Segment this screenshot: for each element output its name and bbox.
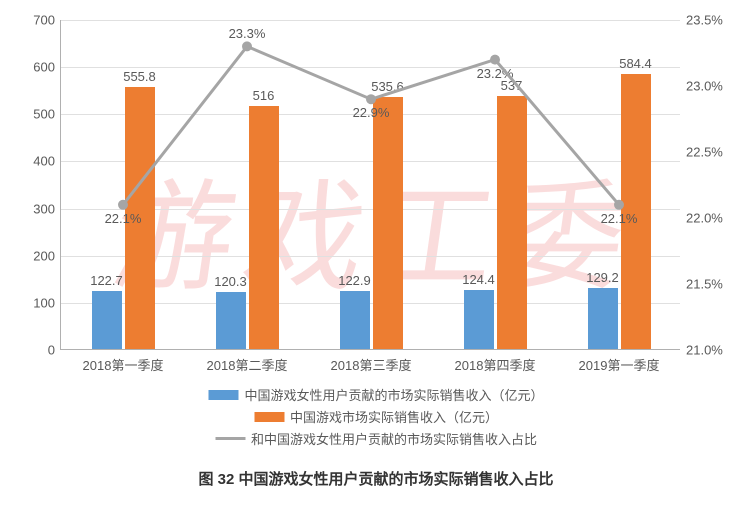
plot-area: 010020030040050060070021.0%21.5%22.0%22.…: [60, 20, 680, 350]
line-marker: [366, 94, 376, 104]
chart-container: 游戏工委 010020030040050060070021.0%21.5%22.…: [0, 0, 752, 505]
y1-tick: 600: [33, 60, 61, 75]
line-marker: [614, 200, 624, 210]
y2-tick: 23.0%: [680, 79, 723, 94]
legend-item: 中国游戏女性用户贡献的市场实际销售收入（亿元）: [208, 385, 543, 404]
x-tick: 2018第四季度: [455, 349, 536, 374]
legend-item: 中国游戏市场实际销售收入（亿元）: [208, 407, 543, 426]
x-tick: 2018第一季度: [83, 349, 164, 374]
legend-line-icon: [215, 437, 245, 440]
y2-tick: 21.0%: [680, 343, 723, 358]
line-marker: [242, 41, 252, 51]
legend-swatch-icon: [254, 412, 284, 422]
y1-tick: 200: [33, 248, 61, 263]
x-tick: 2018第三季度: [331, 349, 412, 374]
legend-item: 和中国游戏女性用户贡献的市场实际销售收入占比: [208, 429, 543, 448]
y2-tick: 22.0%: [680, 211, 723, 226]
line-series3: [123, 46, 619, 204]
y1-tick: 300: [33, 201, 61, 216]
y2-tick: 22.5%: [680, 145, 723, 160]
legend: 中国游戏女性用户贡献的市场实际销售收入（亿元） 中国游戏市场实际销售收入（亿元） 和…: [208, 382, 543, 451]
y2-tick: 23.5%: [680, 13, 723, 28]
line-marker: [118, 200, 128, 210]
y2-tick: 21.5%: [680, 277, 723, 292]
y1-tick: 0: [48, 343, 61, 358]
figure-caption: 图 32 中国游戏女性用户贡献的市场实际销售收入占比: [0, 468, 752, 489]
legend-label: 和中国游戏女性用户贡献的市场实际销售收入占比: [251, 429, 537, 448]
legend-swatch-icon: [208, 390, 238, 400]
line-series-overlay: [61, 20, 680, 349]
y1-tick: 100: [33, 295, 61, 310]
legend-label: 中国游戏女性用户贡献的市场实际销售收入（亿元）: [244, 385, 543, 404]
y1-tick: 700: [33, 13, 61, 28]
x-tick: 2019第一季度: [579, 349, 660, 374]
line-marker: [490, 55, 500, 65]
y1-tick: 400: [33, 154, 61, 169]
x-tick: 2018第二季度: [207, 349, 288, 374]
legend-label: 中国游戏市场实际销售收入（亿元）: [290, 407, 498, 426]
y1-tick: 500: [33, 107, 61, 122]
